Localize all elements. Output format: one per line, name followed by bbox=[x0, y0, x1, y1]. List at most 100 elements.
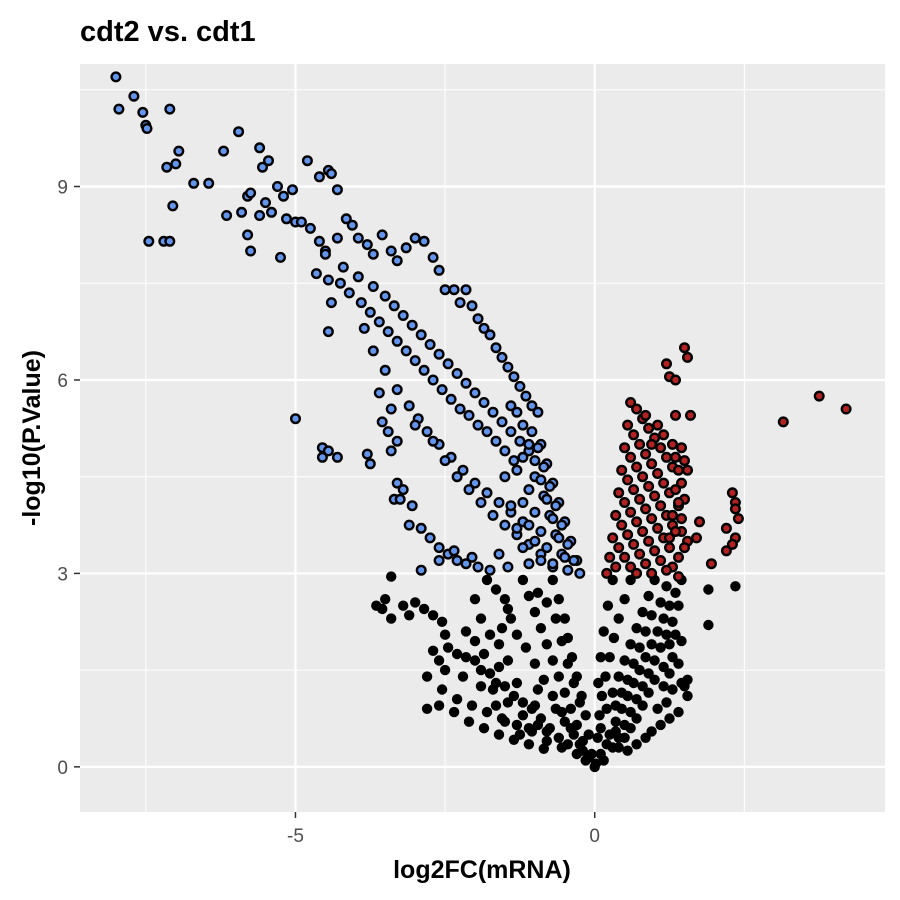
point-not-significant bbox=[511, 629, 523, 640]
point-not-significant bbox=[541, 726, 552, 737]
point-down-regulated bbox=[562, 564, 574, 576]
point-not-significant bbox=[590, 758, 602, 769]
point-not-significant bbox=[556, 635, 567, 647]
point-up-regulated bbox=[652, 468, 664, 480]
point-down-regulated bbox=[272, 180, 284, 192]
point-up-regulated bbox=[726, 538, 738, 550]
point-not-significant bbox=[604, 652, 615, 663]
point-up-regulated bbox=[658, 429, 670, 441]
point-down-regulated bbox=[391, 335, 403, 347]
point-down-regulated bbox=[442, 358, 454, 370]
point-not-significant bbox=[583, 729, 594, 740]
point-down-regulated bbox=[170, 158, 182, 170]
point-up-regulated bbox=[649, 490, 661, 502]
point-up-regulated bbox=[601, 567, 613, 579]
point-not-significant bbox=[490, 584, 502, 595]
point-down-regulated bbox=[373, 387, 385, 399]
y-tick-label: 6 bbox=[57, 371, 68, 392]
point-not-significant bbox=[646, 639, 657, 650]
point-not-significant bbox=[410, 597, 421, 608]
point-not-significant bbox=[661, 697, 672, 708]
point-down-regulated bbox=[457, 464, 469, 476]
point-up-regulated bbox=[726, 487, 738, 499]
point-not-significant bbox=[439, 629, 451, 640]
point-down-regulated bbox=[547, 513, 559, 525]
point-down-regulated bbox=[367, 248, 379, 260]
point-down-regulated bbox=[164, 235, 176, 247]
point-down-regulated bbox=[385, 445, 397, 457]
point-up-regulated bbox=[613, 487, 625, 499]
point-up-regulated bbox=[640, 558, 652, 570]
point-not-significant bbox=[649, 674, 660, 685]
point-down-regulated bbox=[409, 355, 421, 367]
point-up-regulated bbox=[643, 422, 655, 434]
point-down-regulated bbox=[295, 216, 307, 228]
point-not-significant bbox=[487, 684, 499, 695]
point-down-regulated bbox=[508, 455, 520, 467]
point-down-regulated bbox=[415, 564, 427, 576]
point-not-significant bbox=[553, 594, 564, 605]
point-not-significant bbox=[574, 697, 585, 708]
point-down-regulated bbox=[313, 235, 325, 247]
point-not-significant bbox=[571, 719, 582, 731]
point-down-regulated bbox=[520, 390, 532, 402]
point-down-regulated bbox=[439, 455, 451, 467]
point-not-significant bbox=[643, 590, 654, 602]
point-up-regulated bbox=[658, 477, 670, 489]
point-not-significant bbox=[625, 639, 636, 650]
point-not-significant bbox=[499, 716, 511, 727]
point-down-regulated bbox=[325, 297, 337, 309]
point-not-significant bbox=[523, 590, 535, 602]
point-down-regulated bbox=[523, 484, 535, 496]
point-down-regulated bbox=[367, 281, 379, 293]
point-down-regulated bbox=[529, 455, 541, 467]
point-up-regulated bbox=[679, 455, 691, 467]
point-up-regulated bbox=[670, 451, 682, 463]
point-down-regulated bbox=[257, 161, 269, 173]
point-not-significant bbox=[386, 613, 397, 624]
point-not-significant bbox=[493, 729, 505, 740]
point-down-regulated bbox=[382, 326, 394, 338]
point-not-significant bbox=[602, 600, 614, 611]
point-up-regulated bbox=[840, 403, 852, 415]
point-up-regulated bbox=[720, 522, 732, 534]
point-down-regulated bbox=[544, 480, 556, 492]
point-down-regulated bbox=[511, 464, 523, 476]
point-up-regulated bbox=[625, 561, 637, 573]
point-not-significant bbox=[469, 594, 481, 605]
point-down-regulated bbox=[397, 484, 409, 496]
y-axis-ticks: 0 3 6 9 bbox=[57, 178, 80, 779]
point-down-regulated bbox=[490, 435, 502, 447]
point-up-regulated bbox=[640, 503, 652, 515]
point-down-regulated bbox=[367, 345, 379, 357]
point-not-significant bbox=[451, 648, 463, 660]
point-not-significant bbox=[596, 690, 608, 702]
point-not-significant bbox=[631, 713, 642, 724]
point-up-regulated bbox=[673, 464, 685, 476]
point-not-significant bbox=[628, 658, 639, 669]
point-not-significant bbox=[664, 600, 675, 611]
point-not-significant bbox=[652, 703, 663, 714]
point-not-significant bbox=[682, 690, 693, 702]
point-not-significant bbox=[478, 723, 490, 734]
point-down-regulated bbox=[221, 209, 233, 221]
y-tick-label: 9 bbox=[57, 178, 68, 199]
point-down-regulated bbox=[469, 477, 481, 489]
point-down-regulated bbox=[523, 558, 535, 570]
point-up-regulated bbox=[664, 532, 676, 544]
point-down-regulated bbox=[478, 322, 490, 334]
point-down-regulated bbox=[352, 232, 364, 244]
point-down-regulated bbox=[406, 500, 418, 512]
point-down-regulated bbox=[511, 406, 523, 418]
point-not-significant bbox=[553, 732, 564, 743]
point-down-regulated bbox=[260, 197, 272, 209]
point-down-regulated bbox=[322, 326, 334, 338]
point-down-regulated bbox=[364, 458, 376, 470]
point-not-significant bbox=[658, 613, 669, 624]
point-not-significant bbox=[514, 729, 526, 740]
point-down-regulated bbox=[385, 245, 397, 257]
point-not-significant bbox=[427, 610, 439, 621]
point-down-regulated bbox=[361, 239, 373, 251]
point-not-significant bbox=[505, 613, 517, 624]
point-down-regulated bbox=[421, 426, 433, 438]
